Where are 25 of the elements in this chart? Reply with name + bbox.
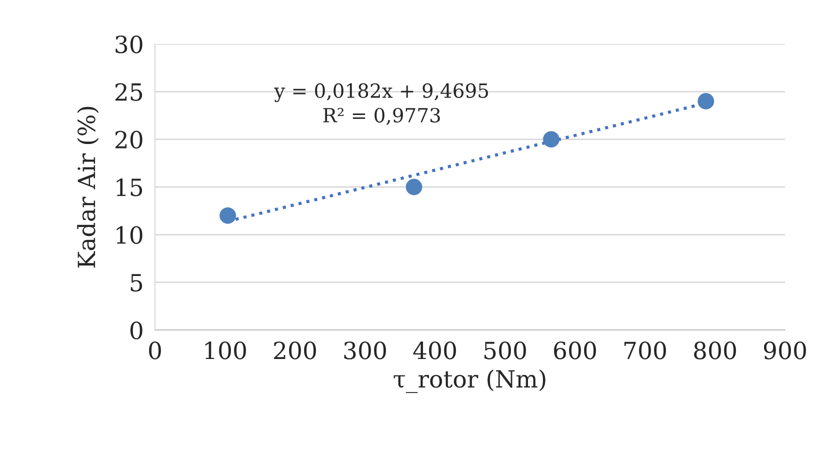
x-tick-label: 600 bbox=[554, 342, 596, 360]
x-tick-label: 700 bbox=[624, 342, 666, 360]
y-tick-label: 10 bbox=[116, 226, 142, 244]
x-tick-label: 400 bbox=[413, 342, 456, 360]
x-tick-label: 100 bbox=[205, 342, 246, 360]
annotation: y = 0,0182x + 9,4695 bbox=[274, 83, 488, 102]
y-tick-label: 30 bbox=[116, 35, 142, 54]
point bbox=[698, 92, 714, 110]
point bbox=[542, 131, 560, 148]
x-tick-label: 200 bbox=[274, 342, 316, 360]
point bbox=[220, 207, 236, 224]
x-tick-label: 300 bbox=[344, 342, 386, 360]
x-tick-label: 900 bbox=[764, 342, 806, 360]
y-tick-label: 5 bbox=[130, 274, 142, 292]
x-tick-label: 0 bbox=[149, 342, 161, 360]
x-axis-title: τ_rotor (Nm) bbox=[394, 370, 546, 394]
y-tick-label: 20 bbox=[115, 130, 142, 149]
x-tick-label: 500 bbox=[484, 342, 526, 360]
annotation: R² = 0,9773 bbox=[323, 108, 440, 125]
y-tick-label: 0 bbox=[130, 321, 142, 340]
x-tick-label: 800 bbox=[694, 342, 736, 360]
y-axis-title: Kadar Air (%) bbox=[77, 106, 99, 268]
point bbox=[406, 178, 422, 196]
y-tick-label: 25 bbox=[115, 83, 142, 101]
y-tick-label: 15 bbox=[116, 178, 142, 196]
